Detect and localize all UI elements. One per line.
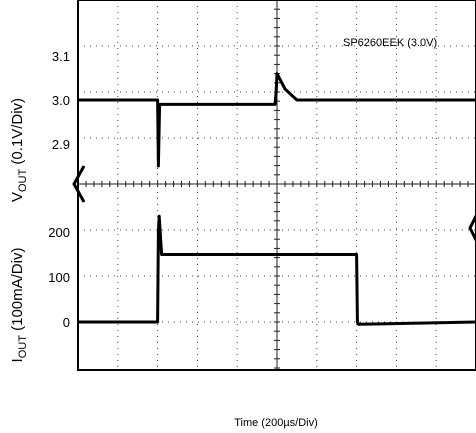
top-ylabel-main: V: [9, 192, 26, 202]
y-tick-label: 0: [63, 315, 70, 330]
y-tick-label: 3.0: [52, 93, 70, 108]
axis-break-right: [468, 215, 476, 241]
y-tick-label: 2.9: [52, 137, 70, 152]
vout-trace: [78, 72, 476, 168]
traces: [78, 72, 476, 326]
device-annotation: SP6260EEK (3.0V): [343, 37, 437, 49]
y-tick-label: 100: [48, 270, 70, 285]
y-tick-label: 200: [48, 225, 70, 240]
top-ylabel-sub: OUT: [17, 169, 29, 193]
y-tick-label: 3.1: [52, 49, 70, 64]
graticule-frame: [77, 0, 476, 371]
bottom-ylabel-main: I: [9, 358, 26, 362]
iout-trace: [78, 214, 476, 326]
x-axis-label: Time (200µs/Div): [234, 417, 318, 429]
bottom-panel-ylabel: IOUT (100mA/Div): [9, 248, 29, 363]
graticule: [72, 0, 476, 371]
y-tick-labels: 3.1 3.0 2.9 200 100 0: [48, 49, 70, 330]
top-ylabel-rest: (0.1V/Div): [9, 98, 26, 169]
top-panel-ylabel: VOUT (0.1V/Div): [9, 98, 29, 202]
bottom-ylabel-sub: OUT: [17, 335, 29, 359]
bottom-ylabel-rest: (100mA/Div): [9, 248, 26, 336]
axis-break-left: [72, 165, 86, 203]
